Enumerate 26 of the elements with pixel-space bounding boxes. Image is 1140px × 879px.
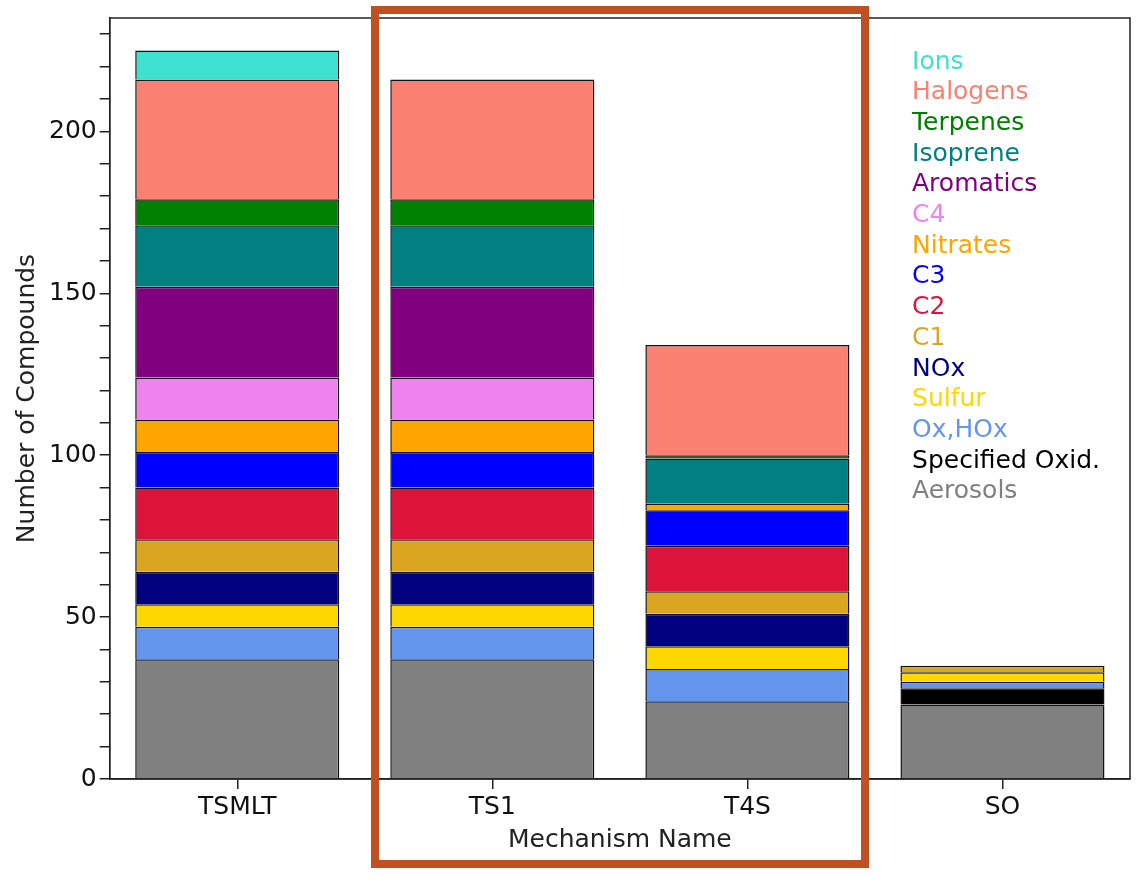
y-tick-label: 100	[49, 438, 97, 468]
text: Aromatics	[912, 168, 1038, 198]
text: NOx	[912, 352, 966, 382]
x-tick-label: T4S	[722, 790, 771, 820]
text: C1	[912, 321, 946, 351]
text: C4	[912, 199, 946, 228]
text: Ox,HOx	[912, 413, 1008, 443]
text: Ions	[912, 45, 964, 75]
text: Sulfur	[912, 383, 987, 413]
y-tick-label: 200	[49, 114, 97, 144]
text: Terpenes	[911, 106, 1025, 136]
text: Halogens	[912, 76, 1029, 106]
y-tick-label: 150	[49, 276, 97, 306]
x-tick-label: TSMLT	[197, 790, 278, 820]
y-tick-label: 50	[64, 600, 97, 630]
y-axis-title: Number of Compounds	[10, 253, 40, 544]
x-axis-title: Mechanism Name	[507, 823, 732, 853]
text: Isoprene	[912, 137, 1020, 167]
text: C2	[912, 291, 946, 321]
text: C3	[912, 260, 946, 290]
x-tick-label: TS1	[467, 790, 516, 820]
text: Aerosols	[912, 475, 1018, 505]
text: Nitrates	[912, 229, 1012, 259]
x-tick-label: SO	[984, 790, 1021, 820]
y-tick-label: 0	[80, 762, 97, 792]
text: Specified Oxid.	[912, 444, 1101, 474]
